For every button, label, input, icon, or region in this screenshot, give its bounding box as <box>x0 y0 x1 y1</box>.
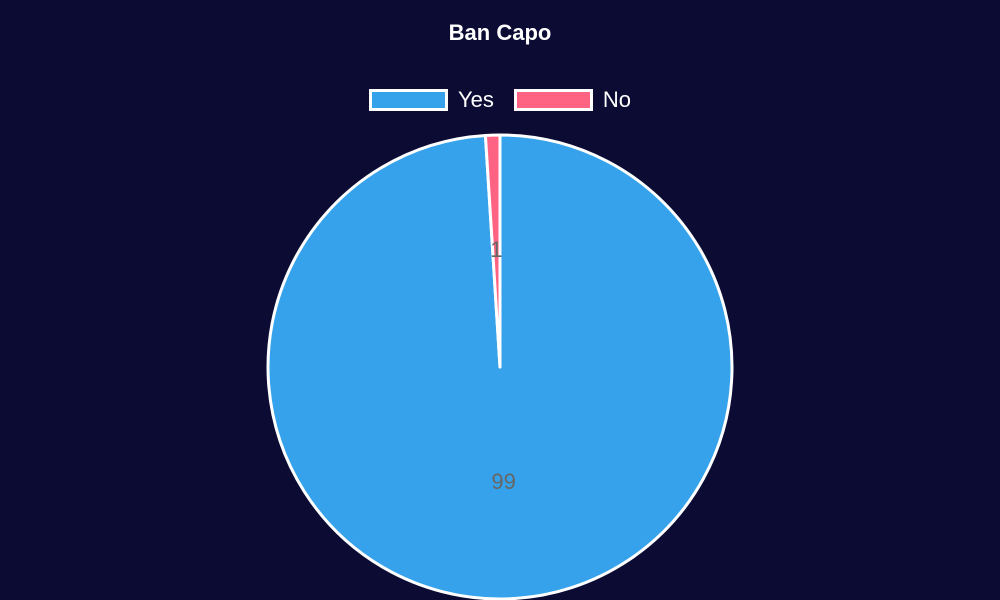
slice-label-yes: 99 <box>491 469 515 494</box>
slice-label-no: 1 <box>490 237 502 262</box>
chart-title: Ban Capo <box>448 20 552 45</box>
legend-label-no: No <box>602 87 631 112</box>
legend-item-yes[interactable]: Yes <box>368 87 494 113</box>
slice-no[interactable] <box>483 133 502 369</box>
chart-legend: Yes No <box>0 87 1000 113</box>
legend-item-no[interactable]: No <box>513 87 631 113</box>
legend-label-yes: Yes <box>457 87 494 112</box>
legend-swatch-no <box>513 89 593 111</box>
legend-swatch-yes <box>368 89 448 111</box>
